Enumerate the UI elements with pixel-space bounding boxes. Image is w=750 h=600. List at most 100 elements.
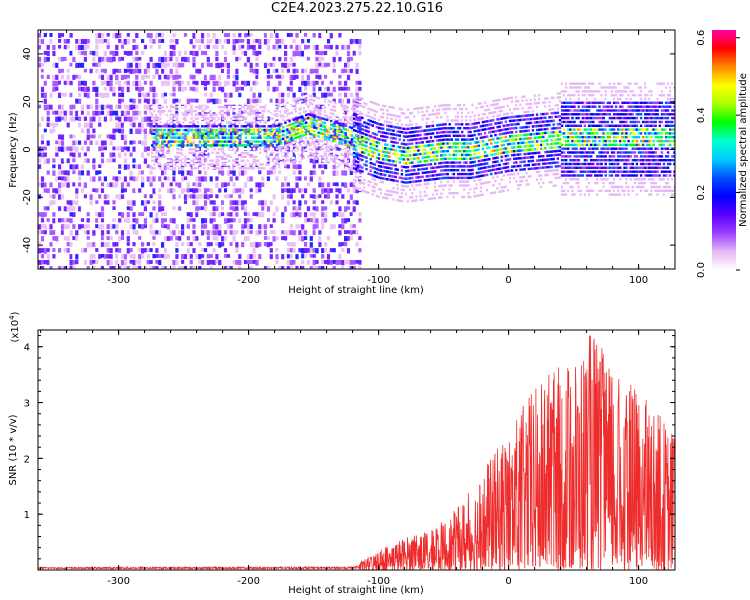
spectrogram-cell (346, 206, 351, 210)
spectrogram-cell (286, 128, 290, 134)
spectrogram-cell (361, 181, 364, 185)
spectrogram-cell (215, 80, 219, 86)
spectrogram-cell (318, 182, 322, 188)
spectrogram-cell (335, 152, 339, 158)
spectrogram-cell (312, 86, 316, 92)
spectrogram-cell (413, 168, 416, 172)
spectrogram-cell (98, 146, 102, 152)
spectrogram-cell (400, 150, 404, 153)
spectrogram-cell (223, 164, 228, 170)
spectrogram-cell (302, 107, 306, 110)
spectrogram-cell (215, 140, 219, 146)
spectrogram-cell (382, 162, 385, 165)
spectrogram-cell (178, 188, 182, 193)
spectrogram-cell (176, 105, 179, 109)
spectrogram-cell (123, 182, 127, 188)
spectrogram-cell (289, 86, 293, 92)
spectrogram-cell (273, 105, 277, 109)
spectrogram-cell (411, 196, 414, 199)
spectrogram-cell (298, 100, 302, 104)
spectrogram-cell (158, 236, 162, 240)
spectrogram-cell (461, 107, 464, 111)
spectrogram-cell (250, 155, 254, 158)
spectrogram-cell (72, 170, 76, 175)
spectrogram-cell (186, 182, 190, 188)
spectrogram-cell (167, 167, 171, 170)
spectrogram-cell (278, 68, 282, 73)
spectrogram-cell (217, 121, 221, 124)
spectrogram-cell (344, 136, 347, 139)
spectrogram-cell (98, 104, 102, 109)
spectrogram-cell (157, 167, 160, 170)
spectrogram-cell (198, 134, 202, 139)
spectrogram-cell (311, 133, 314, 136)
spectrogram-cell (344, 128, 347, 131)
spectrogram-cell (169, 163, 173, 166)
spectrogram-cell (324, 98, 328, 103)
spectrogram-cell (332, 112, 335, 116)
spectrogram-cell (201, 125, 204, 128)
spectrogram-cell (329, 260, 333, 265)
spectrogram-cell (400, 169, 404, 172)
spectrogram-cell (377, 168, 381, 172)
spectrogram-cell (458, 180, 462, 183)
spectrogram-cell (421, 110, 424, 113)
spectrogram-cell (302, 152, 306, 156)
spectrogram-cell (176, 113, 179, 116)
spectrogram-cell (143, 194, 147, 199)
spectrogram-cell (115, 122, 119, 129)
spectrogram-cell (151, 148, 154, 151)
spectrogram-cell (238, 200, 242, 206)
spectrogram-cell (163, 266, 167, 269)
spectrogram-cell (342, 123, 345, 127)
spectrogram-cell (318, 176, 322, 182)
spectrogram-cell (461, 130, 464, 134)
spectrogram-cell (95, 62, 99, 67)
spectrogram-cell (232, 188, 236, 194)
spectrogram-cell (298, 56, 302, 61)
spectrogram-cell (463, 161, 466, 164)
spectrogram-cell (358, 86, 362, 91)
spectrogram-cell (425, 140, 429, 143)
spectrogram-cell (267, 155, 270, 158)
spectrogram-cell (103, 116, 107, 122)
spectrogram-cell (159, 125, 162, 128)
spectrogram-cell (205, 125, 208, 128)
spectrogram-cell (232, 170, 236, 176)
spectrogram-cell (446, 134, 449, 137)
spectrogram-cell (431, 143, 435, 147)
spectrogram-cell (106, 248, 110, 253)
spectrogram-cell (72, 164, 76, 170)
spectrogram-cell (344, 151, 347, 154)
spectrogram-cell (258, 242, 262, 247)
spectrogram-cell (46, 254, 50, 260)
spectrogram-cell (249, 33, 253, 37)
spectrogram-cell (461, 176, 464, 180)
spectrogram-cell (456, 115, 460, 118)
spectrogram-cell (342, 104, 345, 107)
spectrogram-cell (175, 260, 179, 266)
spectrogram-cell (80, 44, 85, 50)
spectrogram-cell (129, 200, 133, 206)
spectrogram-cell (95, 212, 99, 217)
spectrogram-cell (442, 131, 445, 134)
spectrogram-cell (176, 125, 179, 128)
spectrogram-cell (190, 159, 193, 162)
spectrogram-cell (335, 212, 339, 217)
spectrogram-cell (292, 230, 296, 236)
spectrogram-cell (398, 176, 401, 179)
spectrogram-cell (46, 188, 50, 194)
spectrogram-cell (390, 125, 393, 128)
spectrogram-cell (292, 160, 295, 163)
spectrogram-cell (302, 110, 306, 114)
spectrogram-cell (163, 56, 167, 62)
spectrogram-cell (306, 80, 310, 86)
spectrogram-cell (226, 92, 230, 99)
spectrogram-cell (223, 167, 227, 170)
spectrogram-cell (275, 98, 279, 104)
spectrogram-cell (298, 206, 302, 211)
spectrogram-cell (126, 236, 130, 242)
spectrogram-cell (100, 254, 105, 258)
spectrogram-cell (392, 194, 395, 197)
spectrogram-cell (112, 266, 116, 269)
